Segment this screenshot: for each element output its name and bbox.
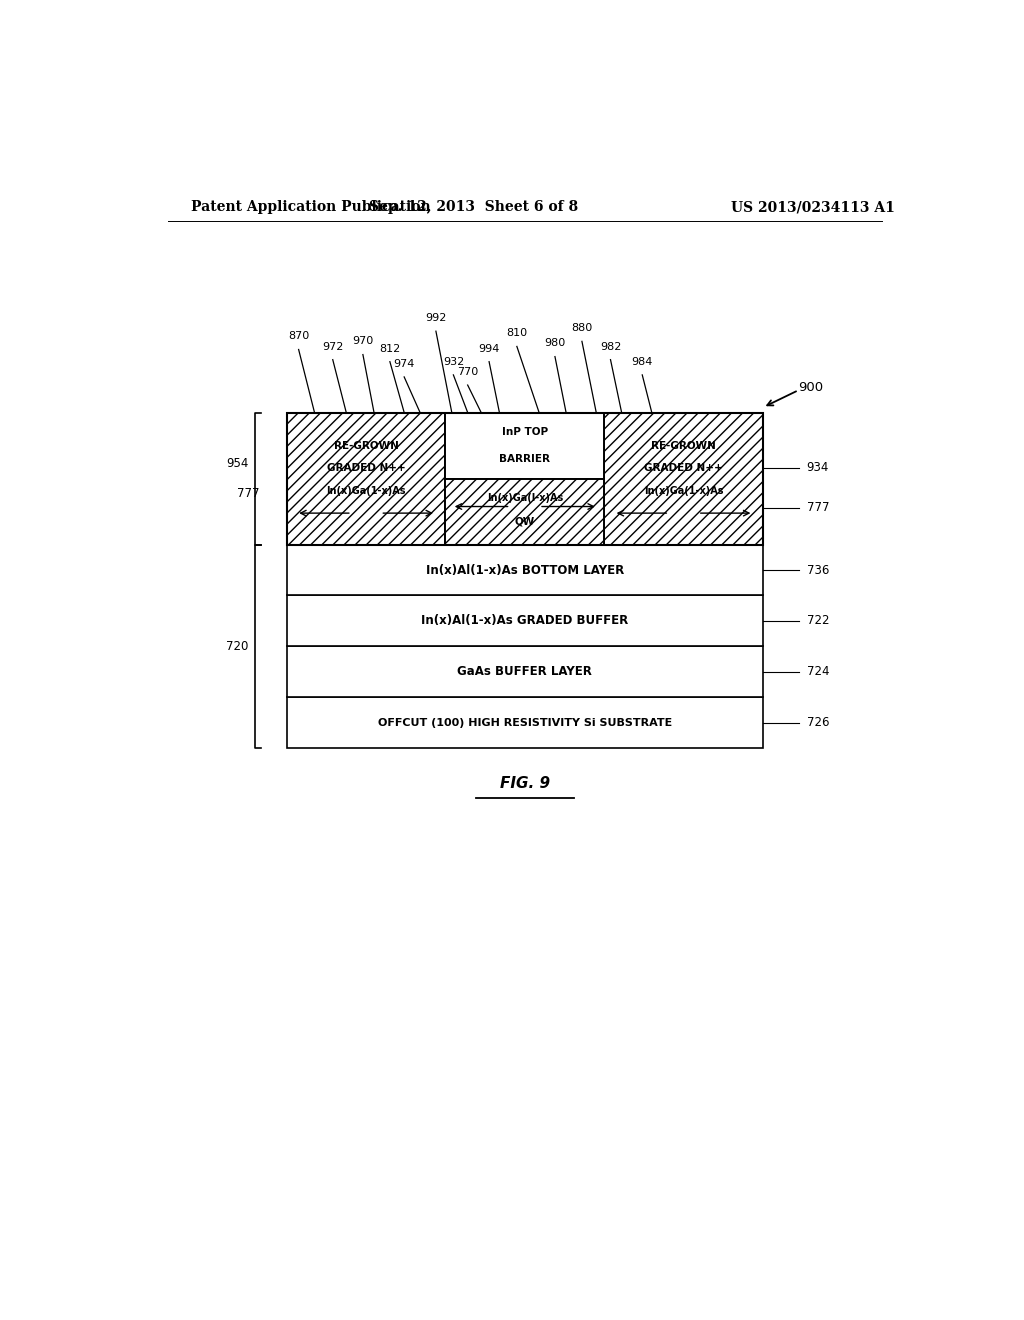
- Text: 724: 724: [807, 665, 829, 678]
- Text: 720: 720: [226, 640, 249, 653]
- Bar: [287, 647, 763, 697]
- Text: BARRIER: BARRIER: [500, 454, 550, 463]
- Text: GRADED N++: GRADED N++: [644, 463, 723, 474]
- Text: In(x)Al(1-x)As GRADED BUFFER: In(x)Al(1-x)As GRADED BUFFER: [421, 614, 629, 627]
- Text: InP TOP: InP TOP: [502, 428, 548, 437]
- Text: US 2013/0234113 A1: US 2013/0234113 A1: [731, 201, 895, 214]
- Text: 810: 810: [506, 329, 527, 338]
- Text: 900: 900: [799, 380, 823, 393]
- Bar: [445, 413, 604, 479]
- Text: 880: 880: [571, 323, 593, 333]
- Bar: [287, 545, 763, 595]
- Text: In(x)Al(1-x)As BOTTOM LAYER: In(x)Al(1-x)As BOTTOM LAYER: [426, 564, 624, 577]
- Text: In(x)Ga(1-x)As: In(x)Ga(1-x)As: [644, 486, 723, 496]
- Text: 980: 980: [545, 338, 565, 348]
- Bar: [287, 413, 445, 545]
- Bar: [445, 479, 604, 545]
- Text: 812: 812: [379, 343, 400, 354]
- Text: RE-GROWN: RE-GROWN: [651, 441, 716, 451]
- Text: 726: 726: [807, 715, 829, 729]
- Text: Sep. 12, 2013  Sheet 6 of 8: Sep. 12, 2013 Sheet 6 of 8: [369, 201, 578, 214]
- Text: In(x)Ga(1-x)As: In(x)Ga(1-x)As: [327, 486, 406, 496]
- Text: FIG. 9: FIG. 9: [500, 776, 550, 791]
- Text: GaAs BUFFER LAYER: GaAs BUFFER LAYER: [458, 665, 592, 678]
- Text: Patent Application Publication: Patent Application Publication: [191, 201, 431, 214]
- Text: 984: 984: [632, 356, 653, 367]
- Text: 974: 974: [393, 359, 415, 368]
- Bar: [287, 595, 763, 647]
- Text: 982: 982: [600, 342, 622, 351]
- Text: 934: 934: [807, 462, 828, 474]
- Text: 932: 932: [442, 356, 464, 367]
- Text: In(x)Ga(l-x)As: In(x)Ga(l-x)As: [486, 494, 563, 503]
- Bar: [287, 697, 763, 748]
- Text: 770: 770: [457, 367, 478, 378]
- Text: QW: QW: [515, 516, 535, 527]
- Text: 870: 870: [288, 331, 309, 342]
- Text: 954: 954: [226, 457, 249, 470]
- Bar: [604, 413, 763, 545]
- Text: 992: 992: [425, 313, 446, 323]
- Text: 972: 972: [323, 342, 343, 351]
- Bar: [287, 413, 763, 545]
- Text: 970: 970: [352, 337, 374, 346]
- Text: GRADED N++: GRADED N++: [327, 463, 406, 474]
- Text: OFFCUT (100) HIGH RESISTIVITY Si SUBSTRATE: OFFCUT (100) HIGH RESISTIVITY Si SUBSTRA…: [378, 718, 672, 727]
- Text: 777: 777: [807, 502, 829, 513]
- Text: 777: 777: [238, 487, 260, 500]
- Text: 994: 994: [478, 343, 500, 354]
- Text: 722: 722: [807, 614, 829, 627]
- Text: RE-GROWN: RE-GROWN: [334, 441, 398, 451]
- Text: 736: 736: [807, 564, 828, 577]
